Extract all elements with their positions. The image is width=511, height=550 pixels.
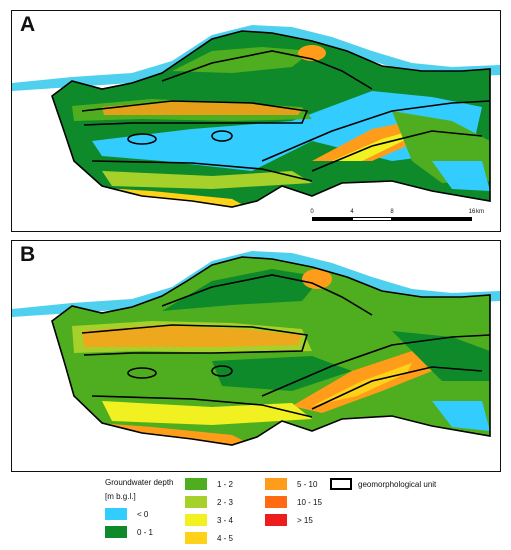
legend-swatch bbox=[265, 496, 287, 508]
legend-title: Groundwater depth bbox=[105, 478, 174, 487]
legend-swatch bbox=[105, 526, 127, 538]
river bbox=[12, 251, 500, 317]
river bbox=[12, 25, 500, 91]
legend-item-boundary: geomorphological unit bbox=[330, 478, 436, 490]
map-panel-b: B bbox=[11, 240, 501, 472]
legend-label: 3 - 4 bbox=[217, 515, 234, 525]
panel-label-b: B bbox=[20, 243, 36, 266]
groundwater-map-a bbox=[12, 25, 500, 208]
legend-swatch bbox=[185, 496, 207, 508]
depth-raster-b bbox=[52, 257, 490, 445]
scale-tick-4: 4 bbox=[350, 209, 354, 215]
legend-item: 1 - 2 bbox=[185, 478, 233, 490]
scale-segment bbox=[392, 217, 472, 221]
scale-tick-0: 0 bbox=[310, 209, 314, 215]
legend-item: 10 - 15 bbox=[265, 496, 322, 508]
legend-item: 5 - 10 bbox=[265, 478, 317, 490]
scale-tick-16: 16 bbox=[468, 209, 476, 215]
scale-segment bbox=[312, 217, 352, 221]
map-legend: Groundwater depth [m b.g.l.] < 0 0 - 1 1… bbox=[105, 478, 505, 548]
legend-item: < 0 bbox=[105, 508, 148, 520]
boundary-swatch bbox=[330, 478, 352, 490]
legend-item: > 15 bbox=[265, 514, 313, 526]
depth-raster-a bbox=[52, 31, 490, 207]
legend-label: 0 - 1 bbox=[137, 527, 154, 537]
legend-units: [m b.g.l.] bbox=[105, 492, 136, 501]
legend-label: geomorphological unit bbox=[358, 479, 437, 489]
scale-unit: km bbox=[476, 209, 484, 215]
groundwater-map-b bbox=[12, 251, 500, 446]
geomorphological-boundaries-b bbox=[51, 256, 491, 446]
legend-label: > 15 bbox=[297, 515, 313, 525]
map-panel-a: A 0 4 8 16 km bbox=[11, 10, 501, 232]
legend-item: 4 - 5 bbox=[185, 532, 233, 544]
legend-swatch bbox=[265, 478, 287, 490]
legend-label: < 0 bbox=[137, 509, 149, 519]
scale-tick-8: 8 bbox=[390, 209, 394, 215]
legend-swatch bbox=[185, 478, 207, 490]
legend-swatch bbox=[185, 514, 207, 526]
panel-label-a: A bbox=[20, 13, 36, 36]
legend-label: 1 - 2 bbox=[217, 479, 234, 489]
legend-swatch bbox=[265, 514, 287, 526]
legend-label: 10 - 15 bbox=[297, 497, 322, 507]
legend-swatch bbox=[185, 532, 207, 544]
scale-bar: 0 4 8 16 km bbox=[310, 209, 484, 229]
legend-label: 2 - 3 bbox=[217, 497, 234, 507]
legend-label: 4 - 5 bbox=[217, 533, 234, 543]
scale-segment bbox=[352, 217, 392, 221]
legend-label: 5 - 10 bbox=[297, 479, 318, 489]
geomorphological-boundaries-a bbox=[51, 30, 491, 208]
legend-item: 2 - 3 bbox=[185, 496, 233, 508]
legend-swatch bbox=[105, 508, 127, 520]
legend-item: 0 - 1 bbox=[105, 526, 153, 538]
legend-item: 3 - 4 bbox=[185, 514, 233, 526]
